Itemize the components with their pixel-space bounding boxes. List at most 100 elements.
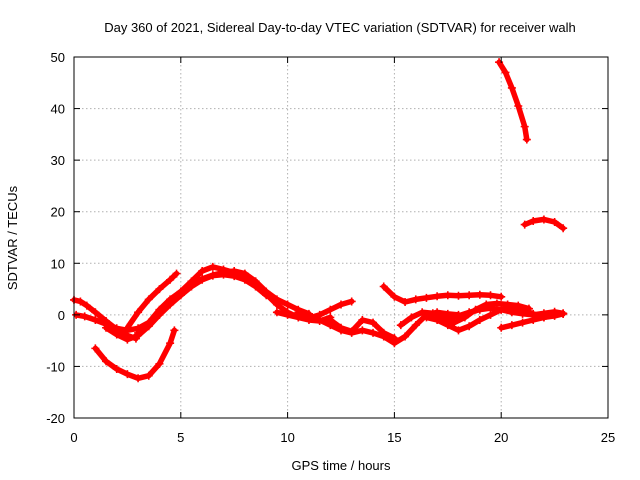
data-point	[443, 321, 452, 330]
series-arc-9	[326, 316, 399, 343]
data-point	[396, 321, 405, 330]
data-point	[475, 305, 484, 314]
data-point	[465, 322, 474, 331]
tick-layer: 0 5 10 15 20 25 -20 -10 0 10 20 30 40 50	[46, 50, 615, 445]
series-line	[124, 270, 180, 331]
data-point	[522, 135, 531, 144]
data-point	[219, 265, 228, 274]
data-point	[492, 299, 501, 308]
data-point	[369, 328, 378, 337]
data-point	[337, 300, 345, 309]
data-point	[272, 308, 281, 317]
data-point	[198, 275, 207, 284]
data-point	[134, 328, 143, 337]
data-point	[443, 291, 452, 300]
data-point	[326, 305, 335, 314]
data-point	[347, 327, 356, 336]
series-line	[496, 59, 530, 143]
data-point	[166, 275, 175, 284]
data-point	[80, 312, 89, 321]
data-point	[134, 374, 143, 383]
data-point	[315, 316, 324, 325]
x-tick-label: 5	[177, 430, 184, 445]
series-arc-3	[91, 326, 179, 383]
series-arc-10	[379, 282, 506, 306]
data-point	[155, 359, 164, 368]
y-tick-label: 0	[58, 308, 65, 323]
y-tick-label: -20	[46, 411, 65, 426]
data-point	[486, 310, 495, 319]
data-point	[497, 305, 506, 314]
data-point	[240, 270, 249, 279]
x-axis-label: GPS time / hours	[292, 458, 391, 473]
data-point	[134, 308, 143, 317]
data-point	[475, 316, 484, 325]
data-point	[230, 268, 239, 277]
series-arc-5	[123, 269, 181, 332]
series-arc-15	[495, 58, 531, 144]
data-point	[507, 321, 516, 330]
data-point	[112, 365, 121, 374]
data-point	[358, 316, 367, 325]
data-point	[514, 101, 523, 110]
data-point	[550, 218, 559, 227]
data-point	[486, 291, 495, 300]
data-point	[326, 316, 335, 325]
data-point	[495, 58, 504, 67]
data-point	[518, 318, 527, 327]
data-point	[170, 326, 179, 335]
data-point	[155, 285, 164, 294]
data-point	[208, 271, 217, 280]
data-point	[401, 332, 410, 341]
data-point	[454, 291, 463, 300]
data-point	[529, 216, 538, 225]
data-point	[433, 292, 442, 301]
data-point	[123, 323, 132, 332]
data-point	[102, 323, 111, 332]
data-point	[198, 267, 207, 276]
data-point	[262, 290, 271, 299]
data-point	[155, 305, 164, 314]
data-point	[251, 277, 260, 286]
data-point	[172, 269, 181, 278]
data-point	[418, 308, 427, 317]
series-arc-1	[70, 295, 140, 343]
x-tick-label: 20	[494, 430, 508, 445]
data-point	[454, 311, 463, 320]
data-point	[144, 318, 153, 327]
x-tick-label: 0	[70, 430, 77, 445]
data-point	[475, 290, 484, 299]
series-line	[103, 271, 269, 343]
series-layer	[70, 58, 568, 383]
data-point	[294, 308, 303, 317]
data-point	[529, 316, 538, 325]
series-arc-6	[134, 262, 335, 337]
data-point	[539, 313, 548, 322]
data-point	[390, 292, 399, 301]
data-point	[390, 334, 399, 343]
data-point	[497, 292, 506, 301]
data-point	[465, 308, 474, 317]
x-tick-label: 25	[601, 430, 615, 445]
data-point	[304, 311, 313, 320]
data-point	[465, 291, 474, 300]
data-point	[407, 313, 416, 322]
data-point	[507, 83, 516, 92]
data-point	[520, 220, 529, 229]
data-point	[520, 122, 529, 131]
data-point	[123, 335, 132, 344]
y-tick-label: -10	[46, 359, 65, 374]
data-point	[550, 310, 559, 319]
series-arc-16	[520, 215, 568, 233]
data-point	[559, 309, 568, 318]
data-point	[411, 321, 420, 330]
data-point	[208, 262, 217, 271]
data-point	[507, 308, 516, 317]
series-arc-14	[497, 309, 568, 332]
data-point	[379, 282, 388, 291]
data-point	[82, 301, 91, 310]
data-point	[443, 313, 452, 322]
x-tick-label: 10	[280, 430, 294, 445]
plot-frame	[73, 56, 609, 419]
